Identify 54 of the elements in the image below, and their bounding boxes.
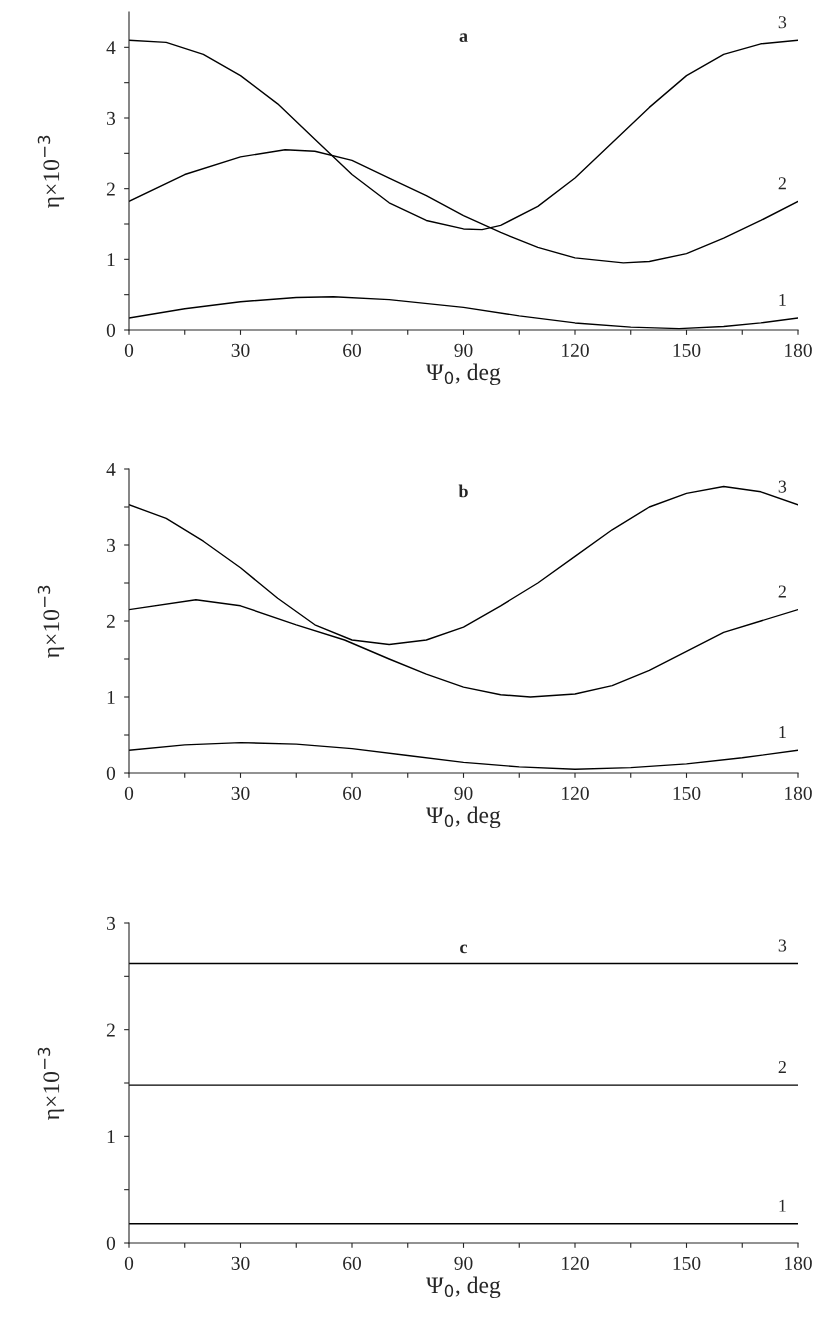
series-label: 1 — [779, 726, 786, 739]
x-axis-title: Ψ$_{0}$, deg — [426, 363, 501, 386]
x-tick-label: 60 — [343, 1256, 361, 1270]
x-tick-label: 120 — [562, 786, 589, 800]
y-tick-label: 0 — [106, 1236, 116, 1250]
y-tick-label: 2 — [106, 1023, 115, 1037]
series-label: 3 — [778, 16, 787, 29]
text: a — [459, 33, 468, 42]
x-tick-label: 120 — [562, 343, 589, 357]
x-tick-label: 60 — [343, 786, 361, 800]
x-tick-label: 60 — [343, 343, 361, 357]
y-tick-label: 2 — [106, 182, 115, 196]
y-tick-label: 3 — [107, 916, 116, 930]
series-label: 1 — [779, 293, 786, 306]
y-tick-label: 1 — [107, 1130, 115, 1144]
text: b — [458, 484, 468, 498]
y-tick-label: 0 — [106, 323, 116, 337]
x-tick-label: 180 — [785, 1256, 812, 1270]
x-tick-label: 90 — [454, 343, 473, 357]
x-tick-label: 90 — [454, 1256, 473, 1270]
x-tick-label: 150 — [673, 786, 701, 800]
text: c — [460, 944, 468, 954]
series-label: 3 — [778, 480, 787, 493]
x-tick-label: 30 — [231, 343, 250, 357]
x-tick-label: 180 — [785, 786, 812, 800]
series-label: 2 — [778, 177, 786, 190]
x-tick-label: 0 — [124, 786, 134, 800]
series-label: 2 — [778, 1061, 786, 1073]
x-tick-label: 150 — [673, 343, 701, 357]
y-tick-label: 0 — [106, 766, 116, 780]
y-tick-label: 4 — [106, 462, 116, 476]
x-tick-label: 90 — [454, 786, 473, 800]
x-tick-label: 180 — [785, 343, 812, 357]
y-tick-label: 1 — [107, 690, 115, 704]
x-tick-label: 30 — [231, 786, 250, 800]
y-axis-title: η×10$^{−3}$ — [37, 135, 65, 208]
series-label: 3 — [778, 939, 787, 952]
x-tick-label: 120 — [562, 1256, 589, 1270]
series-label: 2 — [778, 585, 786, 598]
y-tick-label: 3 — [107, 111, 116, 125]
y-tick-label: 2 — [106, 614, 115, 628]
y-tick-label: 3 — [107, 538, 116, 552]
x-axis-title: Ψ$_{0}$, deg — [426, 806, 501, 829]
series-label: 1 — [779, 1199, 786, 1212]
x-axis-title: Ψ$_{0}$, deg — [426, 1276, 501, 1299]
y-tick-label: 1 — [107, 253, 115, 267]
y-axis-title: η×10$^{−3}$ — [37, 585, 65, 658]
y-tick-label: 4 — [106, 41, 116, 55]
x-tick-label: 150 — [673, 1256, 701, 1270]
y-axis-title: η×10$^{−3}$ — [37, 1047, 65, 1120]
x-tick-label: 0 — [124, 343, 134, 357]
x-tick-label: 0 — [124, 1256, 134, 1270]
x-tick-label: 30 — [231, 1256, 250, 1270]
line-series — [129, 741, 798, 770]
